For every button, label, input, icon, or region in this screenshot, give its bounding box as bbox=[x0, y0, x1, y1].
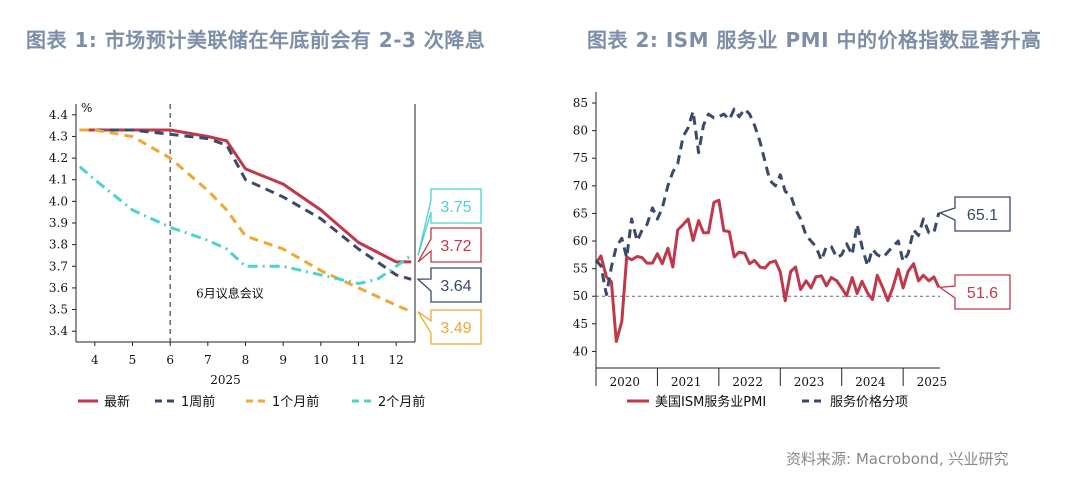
callout-value: 3.75 bbox=[440, 199, 471, 216]
x-tick-label: 2022 bbox=[732, 375, 763, 389]
series-line-1 bbox=[594, 107, 941, 297]
y-unit-label: % bbox=[81, 101, 92, 115]
x-tick-label: 2020 bbox=[609, 375, 640, 389]
series-line-2 bbox=[79, 128, 412, 314]
callout-value: 3.72 bbox=[440, 238, 471, 255]
callout-value: 65.1 bbox=[967, 207, 998, 224]
x-tick-label: 2021 bbox=[671, 375, 702, 389]
y-tick-label: 4.2 bbox=[49, 151, 68, 165]
x-tick-label: 6 bbox=[166, 353, 174, 367]
x-tick-label: 2024 bbox=[855, 375, 886, 389]
y-tick-label: 3.8 bbox=[49, 238, 68, 252]
x-tick-label: 9 bbox=[279, 353, 287, 367]
y-tick-label: 75 bbox=[573, 151, 588, 165]
y-tick-label: 55 bbox=[573, 262, 588, 276]
y-tick-label: 4.4 bbox=[49, 108, 68, 122]
y-tick-label: 50 bbox=[573, 289, 588, 303]
x-tick-label: 12 bbox=[389, 353, 404, 367]
y-tick-label: 80 bbox=[573, 124, 588, 138]
callout-box bbox=[417, 309, 482, 345]
y-tick-label: 4.0 bbox=[49, 194, 68, 208]
callout-value: 51.6 bbox=[967, 285, 998, 302]
legend-label: 服务价格分项 bbox=[830, 394, 908, 410]
legend-label: 1周前 bbox=[181, 394, 215, 410]
y-tick-label: 85 bbox=[573, 96, 588, 110]
x-tick-label: 2025 bbox=[917, 375, 948, 389]
x-tick-label: 8 bbox=[242, 353, 250, 367]
x-tick-label: 11 bbox=[351, 353, 366, 367]
y-tick-label: 3.9 bbox=[49, 216, 68, 230]
y-tick-label: 70 bbox=[573, 179, 588, 193]
y-tick-label: 40 bbox=[573, 344, 588, 358]
y-tick-label: 3.7 bbox=[49, 259, 68, 273]
y-tick-label: 3.6 bbox=[49, 281, 68, 295]
series-line-0 bbox=[594, 198, 941, 343]
callout-box bbox=[416, 267, 482, 303]
y-tick-label: 65 bbox=[573, 206, 588, 220]
callout-box bbox=[938, 196, 1011, 232]
chart2-ism-services-pmi: 40 45 50 55 60 65 70 75 80 85 2020 2021 2022 2023 2024… bbox=[573, 92, 1011, 410]
legend-label: 2个月前 bbox=[378, 394, 425, 410]
legend-label: 美国ISM服务业PMI bbox=[655, 394, 766, 410]
x-tick-label: 4 bbox=[91, 353, 99, 367]
chart1-fed-rate-expectations: 3.4 3.5 3.6 3.7 3.8 3.9 4.0 4.1 4.2 4.3 4.4 % 4 5 6 7 8 9… bbox=[49, 101, 482, 410]
series-line-1 bbox=[79, 128, 412, 281]
series-line-3 bbox=[78, 165, 413, 286]
y-tick-label: 4.1 bbox=[49, 173, 68, 187]
meeting-label: 6月议息会议 bbox=[196, 285, 264, 300]
x-tick-label: 10 bbox=[313, 353, 328, 367]
y-tick-label: 60 bbox=[573, 234, 588, 248]
x-axis-title: 2025 bbox=[210, 373, 241, 387]
callout-box bbox=[417, 227, 482, 263]
x-tick-label: 2023 bbox=[794, 375, 825, 389]
chart1-title: 图表 1: 市场预计美联储在年底前会有 2-3 次降息 bbox=[26, 28, 486, 52]
x-tick-label: 7 bbox=[204, 353, 212, 367]
y-tick-label: 3.4 bbox=[49, 324, 68, 338]
callout-value: 3.64 bbox=[440, 278, 471, 295]
callout-box bbox=[417, 188, 482, 256]
y-tick-label: 4.3 bbox=[49, 129, 68, 143]
chart2-title: 图表 2: ISM 服务业 PMI 中的价格指数显著升高 bbox=[587, 28, 1042, 52]
y-tick-label: 45 bbox=[573, 317, 588, 331]
y-tick-label: 3.5 bbox=[49, 303, 68, 317]
x-tick-label: 5 bbox=[129, 353, 137, 367]
legend-label: 最新 bbox=[104, 394, 130, 410]
legend-label: 1个月前 bbox=[272, 394, 319, 410]
source-note: 资料来源: Macrobond, 兴业研究 bbox=[786, 450, 1009, 468]
callout-box bbox=[938, 274, 1011, 310]
callout-value: 3.49 bbox=[440, 320, 471, 337]
